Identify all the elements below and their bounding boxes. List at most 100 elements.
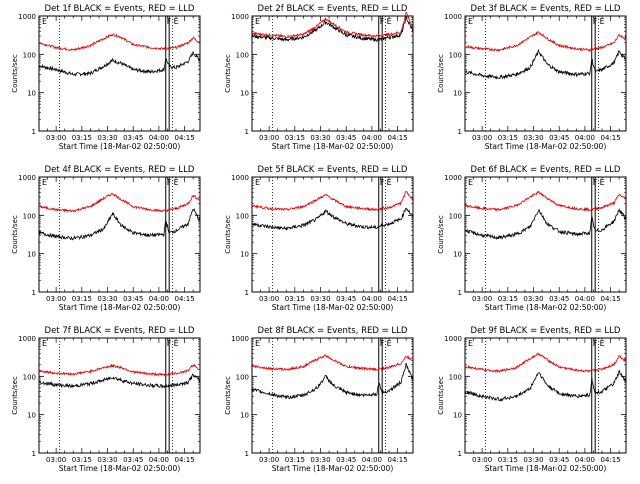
panel-title: Det 8f BLACK = Events, RED = LLD xyxy=(258,326,408,336)
x-tick-label: 04:15 xyxy=(174,295,194,303)
x-tick-label: 03:00 xyxy=(472,295,492,303)
y-tick-label: 1000 xyxy=(231,174,249,182)
flag-label: E xyxy=(600,339,605,348)
x-tick-label: 04:00 xyxy=(149,295,169,303)
x-tick-label: 04:15 xyxy=(600,295,620,303)
flag-label: E xyxy=(42,339,47,348)
flag-label: E xyxy=(255,339,260,348)
flag-label: E xyxy=(468,339,473,348)
detector-panel: Det 1f BLACK = Events, RED = LLD 1 10 100 10… xyxy=(11,4,201,151)
x-axis-label: Start Time (18-Mar-02 02:50:00) xyxy=(272,464,394,473)
x-tick-label: 03:00 xyxy=(259,295,279,303)
flag-label: F xyxy=(380,178,385,187)
y-axis-label: Counts/sec xyxy=(224,215,232,254)
lld-series-line xyxy=(251,354,413,372)
y-tick-label: 1 xyxy=(32,450,36,458)
x-axis-label: Start Time (18-Mar-02 02:50:00) xyxy=(59,464,181,473)
y-tick-label: 1000 xyxy=(18,335,36,343)
y-tick-label: 100 xyxy=(449,212,462,220)
x-tick-label: 03:45 xyxy=(336,134,356,142)
x-tick-label: 04:00 xyxy=(149,134,169,142)
x-tick-label: 03:30 xyxy=(310,295,330,303)
y-tick-label: 10 xyxy=(240,412,249,420)
x-tick-label: 03:00 xyxy=(46,295,66,303)
x-axis-label: Start Time (18-Mar-02 02:50:00) xyxy=(485,303,607,312)
flag-label: E xyxy=(600,178,605,187)
detector-panel: Det 3f BLACK = Events, RED = LLD 1 10 100 10… xyxy=(437,4,627,151)
panel-title: Det 1f BLACK = Events, RED = LLD xyxy=(45,4,195,14)
panel-title: Det 5f BLACK = Events, RED = LLD xyxy=(258,165,408,175)
y-tick-label: 100 xyxy=(449,51,462,59)
y-tick-label: 10 xyxy=(240,251,249,259)
panel-title: Det 9f BLACK = Events, RED = LLD xyxy=(471,326,621,336)
lld-series-line xyxy=(38,33,201,52)
y-axis-label: Counts/sec xyxy=(437,376,445,415)
y-tick-label: 100 xyxy=(236,212,249,220)
x-tick-label: 03:45 xyxy=(123,295,143,303)
x-tick-label: 03:30 xyxy=(523,134,543,142)
x-tick-label: 03:30 xyxy=(97,134,117,142)
x-tick-label: 03:45 xyxy=(336,295,356,303)
y-tick-label: 100 xyxy=(236,51,249,59)
x-tick-label: 03:30 xyxy=(523,456,543,464)
y-tick-label: 10 xyxy=(453,251,462,259)
y-tick-label: 100 xyxy=(23,373,36,381)
x-tick-label: 04:15 xyxy=(600,456,620,464)
x-tick-label: 04:15 xyxy=(174,134,194,142)
y-tick-label: 1 xyxy=(458,450,462,458)
x-tick-label: 03:45 xyxy=(549,134,569,142)
x-axis-label: Start Time (18-Mar-02 02:50:00) xyxy=(272,142,394,151)
panel-title: Det 3f BLACK = Events, RED = LLD xyxy=(471,4,621,14)
x-tick-label: 03:15 xyxy=(498,456,518,464)
y-axis-label: Counts/sec xyxy=(11,215,19,254)
flag-label: E xyxy=(174,17,179,26)
x-tick-label: 04:00 xyxy=(149,456,169,464)
events-series-line xyxy=(251,362,414,400)
detector-panel: Det 2f BLACK = Events, RED = LLD 1 10 100 10… xyxy=(224,4,414,151)
x-tick-label: 03:00 xyxy=(46,134,66,142)
y-tick-label: 1000 xyxy=(18,174,36,182)
detector-panel: Det 9f BLACK = Events, RED = LLD 1 10 100 10… xyxy=(437,326,627,473)
plot-frame xyxy=(38,337,201,454)
x-tick-label: 03:15 xyxy=(72,134,92,142)
panel-title: Det 4f BLACK = Events, RED = LLD xyxy=(45,165,195,175)
y-tick-label: 1000 xyxy=(231,335,249,343)
y-axis-label: Counts/sec xyxy=(437,215,445,254)
x-tick-label: 04:15 xyxy=(174,456,194,464)
events-series-line xyxy=(251,207,414,231)
flag-label: F xyxy=(380,339,385,348)
events-series-line xyxy=(464,48,627,80)
y-tick-label: 100 xyxy=(236,373,249,381)
detector-panel: Det 7f BLACK = Events, RED = LLD 1 10 100 10… xyxy=(11,326,201,473)
flag-label: E xyxy=(174,178,179,187)
plot-frame xyxy=(464,15,627,132)
x-tick-label: 03:15 xyxy=(498,295,518,303)
y-tick-label: 10 xyxy=(27,251,36,259)
x-tick-label: 03:15 xyxy=(285,456,305,464)
y-tick-label: 1 xyxy=(458,289,462,297)
x-tick-label: 03:30 xyxy=(97,456,117,464)
x-tick-label: 03:45 xyxy=(123,134,143,142)
x-tick-label: 03:30 xyxy=(310,134,330,142)
x-tick-label: 04:15 xyxy=(387,134,407,142)
x-axis-label: Start Time (18-Mar-02 02:50:00) xyxy=(59,303,181,312)
y-tick-label: 10 xyxy=(240,90,249,98)
x-axis-label: Start Time (18-Mar-02 02:50:00) xyxy=(59,142,181,151)
y-tick-label: 1 xyxy=(32,289,36,297)
events-series-line xyxy=(38,373,201,389)
flag-label: E xyxy=(255,178,260,187)
flag-label: F xyxy=(167,339,172,348)
y-tick-label: 1000 xyxy=(444,174,462,182)
plot-frame xyxy=(464,176,627,293)
panel-title: Det 6f BLACK = Events, RED = LLD xyxy=(471,165,621,175)
flag-label: E xyxy=(42,17,47,26)
plot-frame xyxy=(38,15,201,132)
lld-series-line xyxy=(251,190,414,212)
panel-title: Det 2f BLACK = Events, RED = LLD xyxy=(258,4,408,14)
y-axis-label: Counts/sec xyxy=(11,376,19,415)
y-tick-label: 1000 xyxy=(18,13,36,21)
y-tick-label: 10 xyxy=(453,412,462,420)
lld-series-line xyxy=(38,363,201,377)
flag-label: F xyxy=(593,17,598,26)
